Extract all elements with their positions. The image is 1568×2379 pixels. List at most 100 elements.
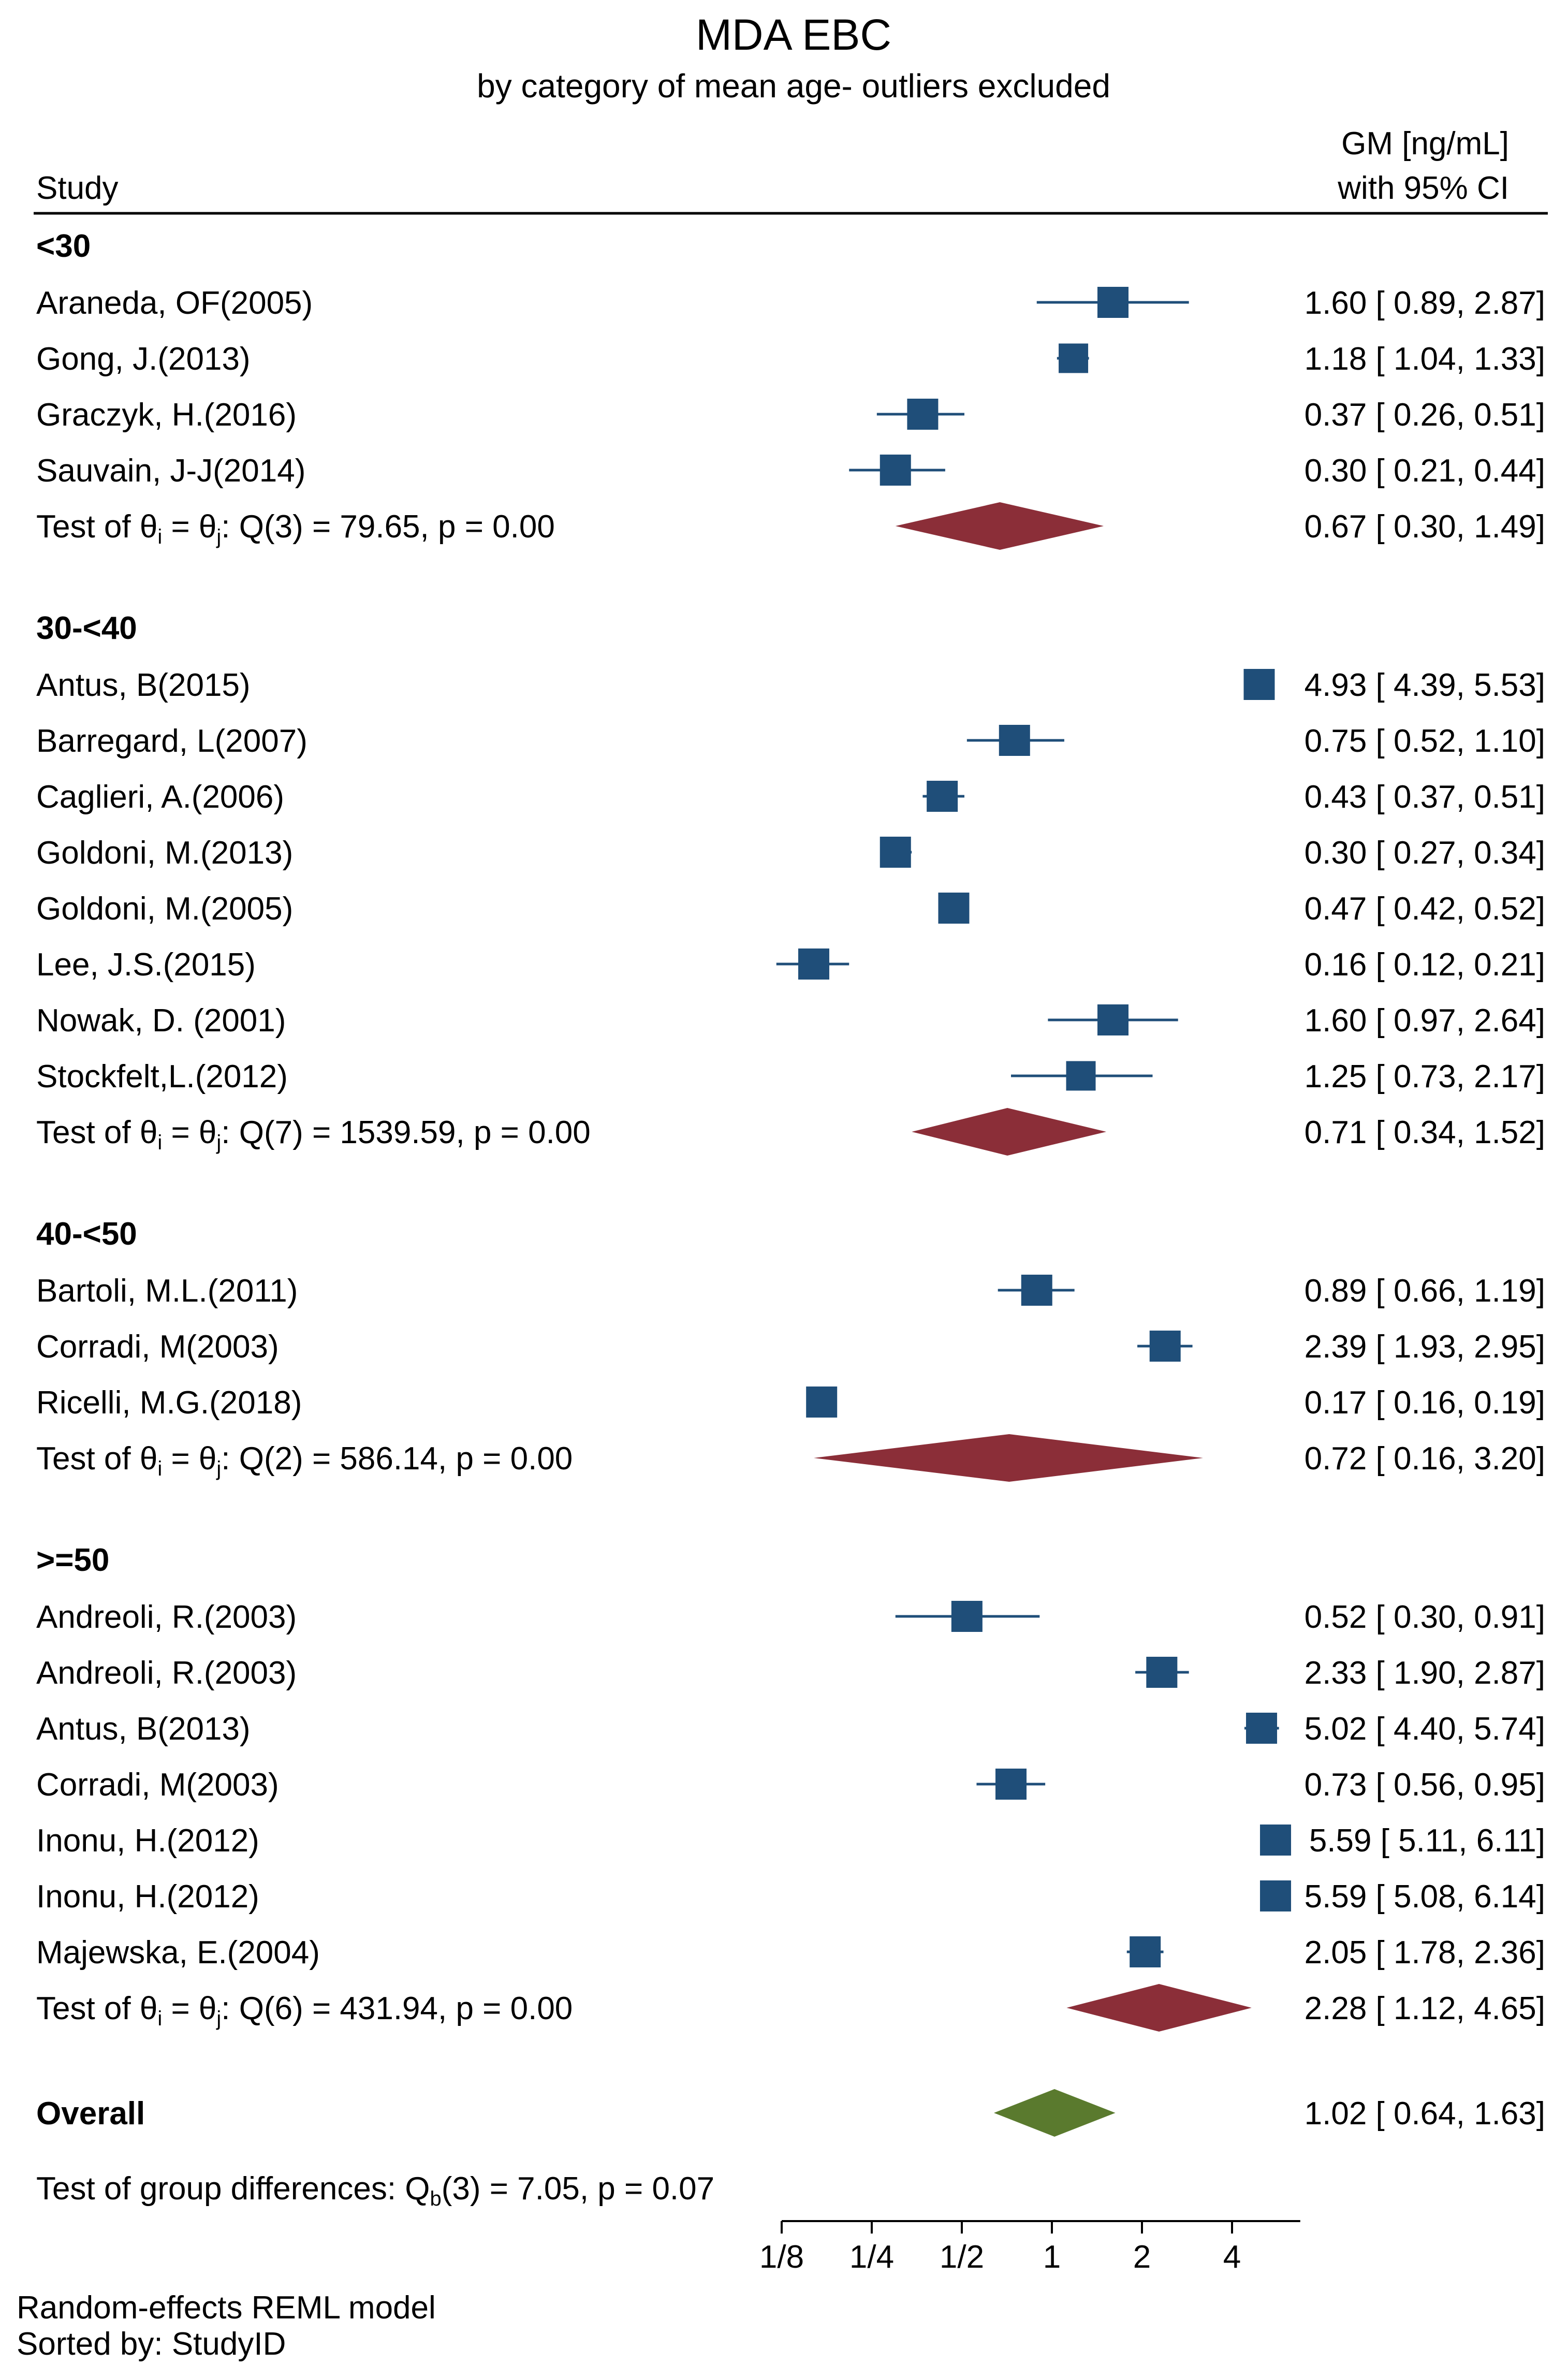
study-label: Nowak, D. (2001) — [36, 1003, 286, 1039]
estimate-square — [798, 948, 829, 980]
heterogeneity-test: Test of θi = θj: Q(3) = 79.65, p = 0.00 — [36, 509, 555, 548]
estimate-square — [999, 725, 1030, 756]
x-tick-label: 1/2 — [940, 2239, 984, 2275]
study-label: Stockfelt,L.(2012) — [36, 1059, 288, 1094]
estimate-square — [1149, 1331, 1181, 1362]
effect-column-header-line2: with 95% CI — [1337, 170, 1509, 206]
heterogeneity-test: Test of θi = θj: Q(7) = 1539.59, p = 0.0… — [36, 1115, 591, 1154]
estimate-text: 0.43 [ 0.37, 0.51] — [1305, 779, 1545, 815]
estimate-text: 1.60 [ 0.89, 2.87] — [1305, 285, 1545, 321]
estimate-square — [1066, 1061, 1096, 1091]
estimate-square — [880, 455, 911, 486]
estimate-text: 5.59 [ 5.11, 6.11] — [1309, 1823, 1545, 1859]
study-label: Andreoli, R.(2003) — [36, 1599, 297, 1635]
estimate-text: 0.17 [ 0.16, 0.19] — [1305, 1385, 1545, 1421]
study-label: Gong, J.(2013) — [36, 341, 251, 377]
estimate-square — [806, 1386, 838, 1418]
pooled-estimate-text: 0.67 [ 0.30, 1.49] — [1305, 509, 1545, 545]
estimate-text: 1.60 [ 0.97, 2.64] — [1305, 1003, 1545, 1039]
chart-subtitle: by category of mean age- outliers exclud… — [477, 67, 1110, 105]
pooled-diamond — [814, 1434, 1203, 1482]
study-column-header: Study — [36, 170, 119, 206]
group-label: >=50 — [36, 1542, 109, 1578]
study-label: Inonu, H.(2012) — [36, 1823, 259, 1859]
study-label: Goldoni, M.(2005) — [36, 891, 293, 927]
study-label: Andreoli, R.(2003) — [36, 1655, 297, 1691]
estimate-square — [995, 1769, 1027, 1800]
x-tick-label: 1 — [1043, 2239, 1061, 2275]
overall-estimate-text: 1.02 [ 0.64, 1.63] — [1305, 2096, 1545, 2132]
estimate-text: 0.52 [ 0.30, 0.91] — [1305, 1599, 1545, 1635]
estimate-text: 2.05 [ 1.78, 2.36] — [1305, 1935, 1545, 1971]
forest-rows: <30 Araneda, OF(2005) 1.60 [ 0.89, 2.87] Go… — [36, 228, 1545, 2210]
estimate-square — [1059, 343, 1089, 373]
estimate-square — [927, 781, 958, 812]
x-tick-label: 2 — [1133, 2239, 1151, 2275]
x-tick-label: 4 — [1223, 2239, 1241, 2275]
study-label: Ricelli, M.G.(2018) — [36, 1385, 302, 1421]
heterogeneity-test: Test of θi = θj: Q(6) = 431.94, p = 0.00 — [36, 1991, 573, 2030]
group-label: <30 — [36, 228, 91, 264]
estimate-text: 0.47 [ 0.42, 0.52] — [1305, 891, 1545, 927]
estimate-square — [1146, 1657, 1178, 1688]
group-differences-test: Test of group differences: Qb(3) = 7.05,… — [36, 2171, 714, 2210]
study-label: Sauvain, J-J(2014) — [36, 453, 305, 489]
estimate-square — [1097, 1004, 1129, 1035]
study-label: Araneda, OF(2005) — [36, 285, 313, 321]
sort-note: Sorted by: StudyID — [17, 2326, 286, 2362]
study-label: Caglieri, A.(2006) — [36, 779, 284, 815]
estimate-text: 5.02 [ 4.40, 5.74] — [1305, 1711, 1545, 1747]
pooled-estimate-text: 2.28 [ 1.12, 4.65] — [1305, 1991, 1545, 2026]
estimate-text: 1.18 [ 1.04, 1.33] — [1305, 341, 1545, 377]
estimate-square — [880, 837, 911, 868]
estimate-text: 0.37 [ 0.26, 0.51] — [1305, 397, 1545, 433]
estimate-square — [951, 1601, 983, 1632]
group-label: 40-<50 — [36, 1216, 137, 1252]
pooled-estimate-text: 0.71 [ 0.34, 1.52] — [1305, 1115, 1545, 1150]
estimate-square — [1130, 1936, 1161, 1967]
pooled-diamond — [895, 502, 1104, 550]
estimate-text: 0.30 [ 0.27, 0.34] — [1305, 835, 1545, 871]
estimate-square — [1021, 1275, 1052, 1306]
study-label: Antus, B(2015) — [36, 667, 251, 703]
group-label: 30-<40 — [36, 610, 137, 646]
x-axis: 1/8 1/4 1/2 1 2 4 — [759, 2220, 1300, 2275]
estimate-text: 0.30 [ 0.21, 0.44] — [1305, 453, 1545, 489]
study-label: Bartoli, M.L.(2011) — [36, 1273, 298, 1309]
estimate-square — [1097, 287, 1129, 318]
heterogeneity-test: Test of θi = θj: Q(2) = 586.14, p = 0.00 — [36, 1441, 573, 1480]
estimate-text: 4.93 [ 4.39, 5.53] — [1305, 667, 1545, 703]
x-tick-label: 1/4 — [849, 2239, 894, 2275]
estimate-text: 0.73 [ 0.56, 0.95] — [1305, 1767, 1545, 1803]
study-label: Inonu, H.(2012) — [36, 1879, 259, 1915]
study-label: Barregard, L(2007) — [36, 723, 307, 759]
estimate-text: 2.39 [ 1.93, 2.95] — [1305, 1329, 1545, 1365]
estimate-square — [1243, 669, 1275, 700]
estimate-square — [907, 399, 939, 430]
estimate-square — [1260, 1880, 1292, 1911]
estimate-text: 0.89 [ 0.66, 1.19] — [1305, 1273, 1545, 1309]
estimate-text: 0.16 [ 0.12, 0.21] — [1305, 947, 1545, 983]
estimate-square — [938, 893, 970, 924]
pooled-diamond — [1066, 1984, 1252, 2032]
study-label: Corradi, M(2003) — [36, 1767, 279, 1803]
study-label: Lee, J.S.(2015) — [36, 947, 256, 983]
x-tick-label: 1/8 — [759, 2239, 804, 2275]
overall-diamond — [994, 2089, 1116, 2137]
study-label: Majewska, E.(2004) — [36, 1935, 320, 1971]
study-label: Graczyk, H.(2016) — [36, 397, 297, 433]
chart-title: MDA EBC — [696, 10, 891, 59]
study-label: Antus, B(2013) — [36, 1711, 251, 1747]
estimate-text: 2.33 [ 1.90, 2.87] — [1305, 1655, 1545, 1691]
pooled-estimate-text: 0.72 [ 0.16, 3.20] — [1305, 1441, 1545, 1477]
overall-label: Overall — [36, 2096, 145, 2132]
study-label: Goldoni, M.(2013) — [36, 835, 293, 871]
effect-column-header-line1: GM [ng/mL] — [1341, 126, 1509, 162]
study-label: Corradi, M(2003) — [36, 1329, 279, 1365]
estimate-square — [1260, 1825, 1292, 1856]
pooled-diamond — [912, 1108, 1107, 1156]
estimate-text: 1.25 [ 0.73, 2.17] — [1305, 1059, 1545, 1094]
model-note: Random-effects REML model — [17, 2290, 436, 2326]
estimate-text: 0.75 [ 0.52, 1.10] — [1305, 723, 1545, 759]
